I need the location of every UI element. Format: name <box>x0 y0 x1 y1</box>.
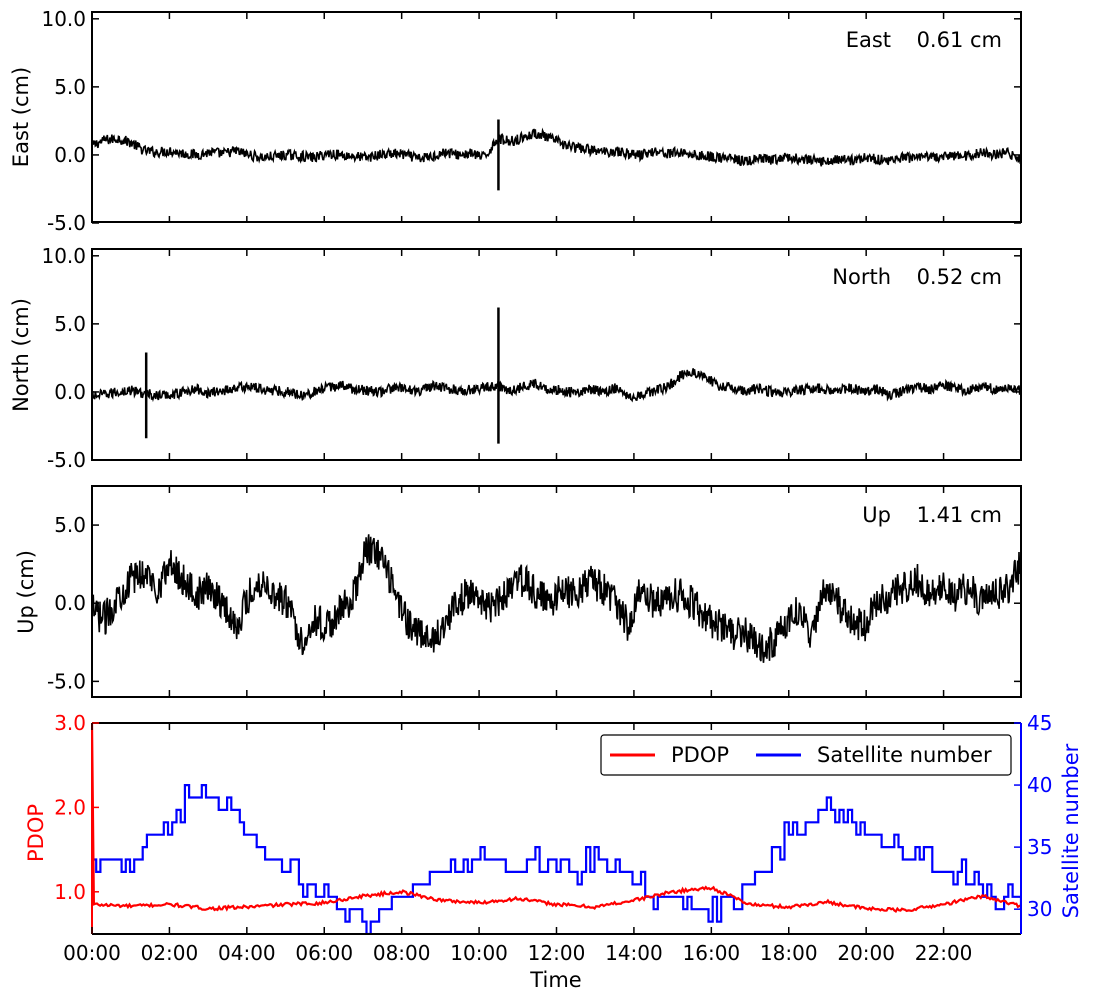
pdop-ytick-label: 2.0 <box>54 795 86 819</box>
satellite-ytick-label: 45 <box>1027 711 1052 735</box>
ytick-label: -5.0 <box>47 448 86 472</box>
east-series <box>92 119 1021 191</box>
east-annotation-name: East <box>846 28 891 52</box>
series-line <box>92 534 1021 663</box>
ytick-label: 0.0 <box>54 591 86 615</box>
ytick-label: 5.0 <box>54 312 86 336</box>
east-yticks: -5.0 0.0 5.0 10.0 <box>41 7 1021 235</box>
series-line <box>92 368 1021 403</box>
north-ylabel: North (cm) <box>9 298 33 412</box>
legend-label-satellite: Satellite number <box>817 743 992 767</box>
time-xticks: 00:00 02:00 04:00 06:00 08:00 10:00 12:00 14:00… <box>63 723 972 965</box>
time-xtick-label: 16:00 <box>683 941 741 965</box>
ytick-label: 10.0 <box>41 7 86 31</box>
dop-satellite-series <box>92 723 1021 934</box>
time-xtick-label: 04:00 <box>218 941 276 965</box>
up-ylabel: Up (cm) <box>14 550 38 634</box>
east-ylabel: East (cm) <box>9 67 33 167</box>
time-xtick-label: 12:00 <box>528 941 586 965</box>
north-panel: -5.0 0.0 5.0 10.0 North (cm) North 0.52 cm <box>9 244 1022 472</box>
satellite-number-line <box>92 783 1021 934</box>
legend-box <box>600 734 1012 776</box>
east-panel: -5.0 0.0 5.0 10.0 East (cm) East 0.61 cm <box>9 7 1022 235</box>
up-annotation-value: 1.41 cm <box>917 503 1002 527</box>
time-axis-label: Time <box>529 968 581 992</box>
satellite-ytick-label: 40 <box>1027 773 1052 797</box>
up-annotation-name: Up <box>862 503 891 527</box>
time-xtick-label: 22:00 <box>915 941 973 965</box>
ytick-label: 0.0 <box>54 380 86 404</box>
north-annotation-name: North <box>832 265 891 289</box>
ytick-label: -5.0 <box>47 669 86 693</box>
north-yticks: -5.0 0.0 5.0 10.0 <box>41 244 1021 472</box>
ytick-label: 10.0 <box>41 244 86 268</box>
time-xtick-label: 00:00 <box>63 941 121 965</box>
time-xtick-label: 08:00 <box>373 941 431 965</box>
pdop-ytick-label: 3.0 <box>54 711 86 735</box>
north-xticks <box>91 249 945 460</box>
time-xtick-label: 18:00 <box>760 941 818 965</box>
ytick-label: -5.0 <box>47 211 86 235</box>
legend: PDOP Satellite number <box>600 734 1012 776</box>
satellite-axis-label: Satellite number <box>1059 743 1083 918</box>
time-xtick-label: 06:00 <box>295 941 353 965</box>
time-xtick-label: 20:00 <box>837 941 895 965</box>
up-series <box>92 534 1021 663</box>
pdop-yticks: 1.0 2.0 3.0 <box>54 711 99 904</box>
ytick-label: 5.0 <box>54 75 86 99</box>
time-xtick-label: 14:00 <box>605 941 663 965</box>
pdop-axis-label: PDOP <box>24 804 48 862</box>
north-annotation-value: 0.52 cm <box>917 265 1002 289</box>
ytick-label: 0.0 <box>54 143 86 167</box>
series-line <box>92 127 1021 167</box>
up-yticks: -5.0 0.0 5.0 <box>47 513 1021 693</box>
satellite-ytick-label: 35 <box>1027 835 1052 859</box>
north-series <box>92 307 1021 444</box>
pdop-line <box>92 723 1021 913</box>
up-xticks <box>91 486 945 697</box>
ytick-label: 5.0 <box>54 513 86 537</box>
satellite-yticks: 30 35 40 45 <box>1014 711 1052 921</box>
east-annotation-value: 0.61 cm <box>917 28 1002 52</box>
time-xtick-label: 10:00 <box>450 941 508 965</box>
pdop-ytick-label: 1.0 <box>54 880 86 904</box>
satellite-ytick-label: 30 <box>1027 897 1052 921</box>
east-xticks <box>91 12 945 223</box>
time-xtick-label: 02:00 <box>141 941 199 965</box>
legend-label-pdop: PDOP <box>671 743 729 767</box>
up-panel: -5.0 0.0 5.0 Up (cm) Up 1.41 cm <box>14 485 1022 698</box>
